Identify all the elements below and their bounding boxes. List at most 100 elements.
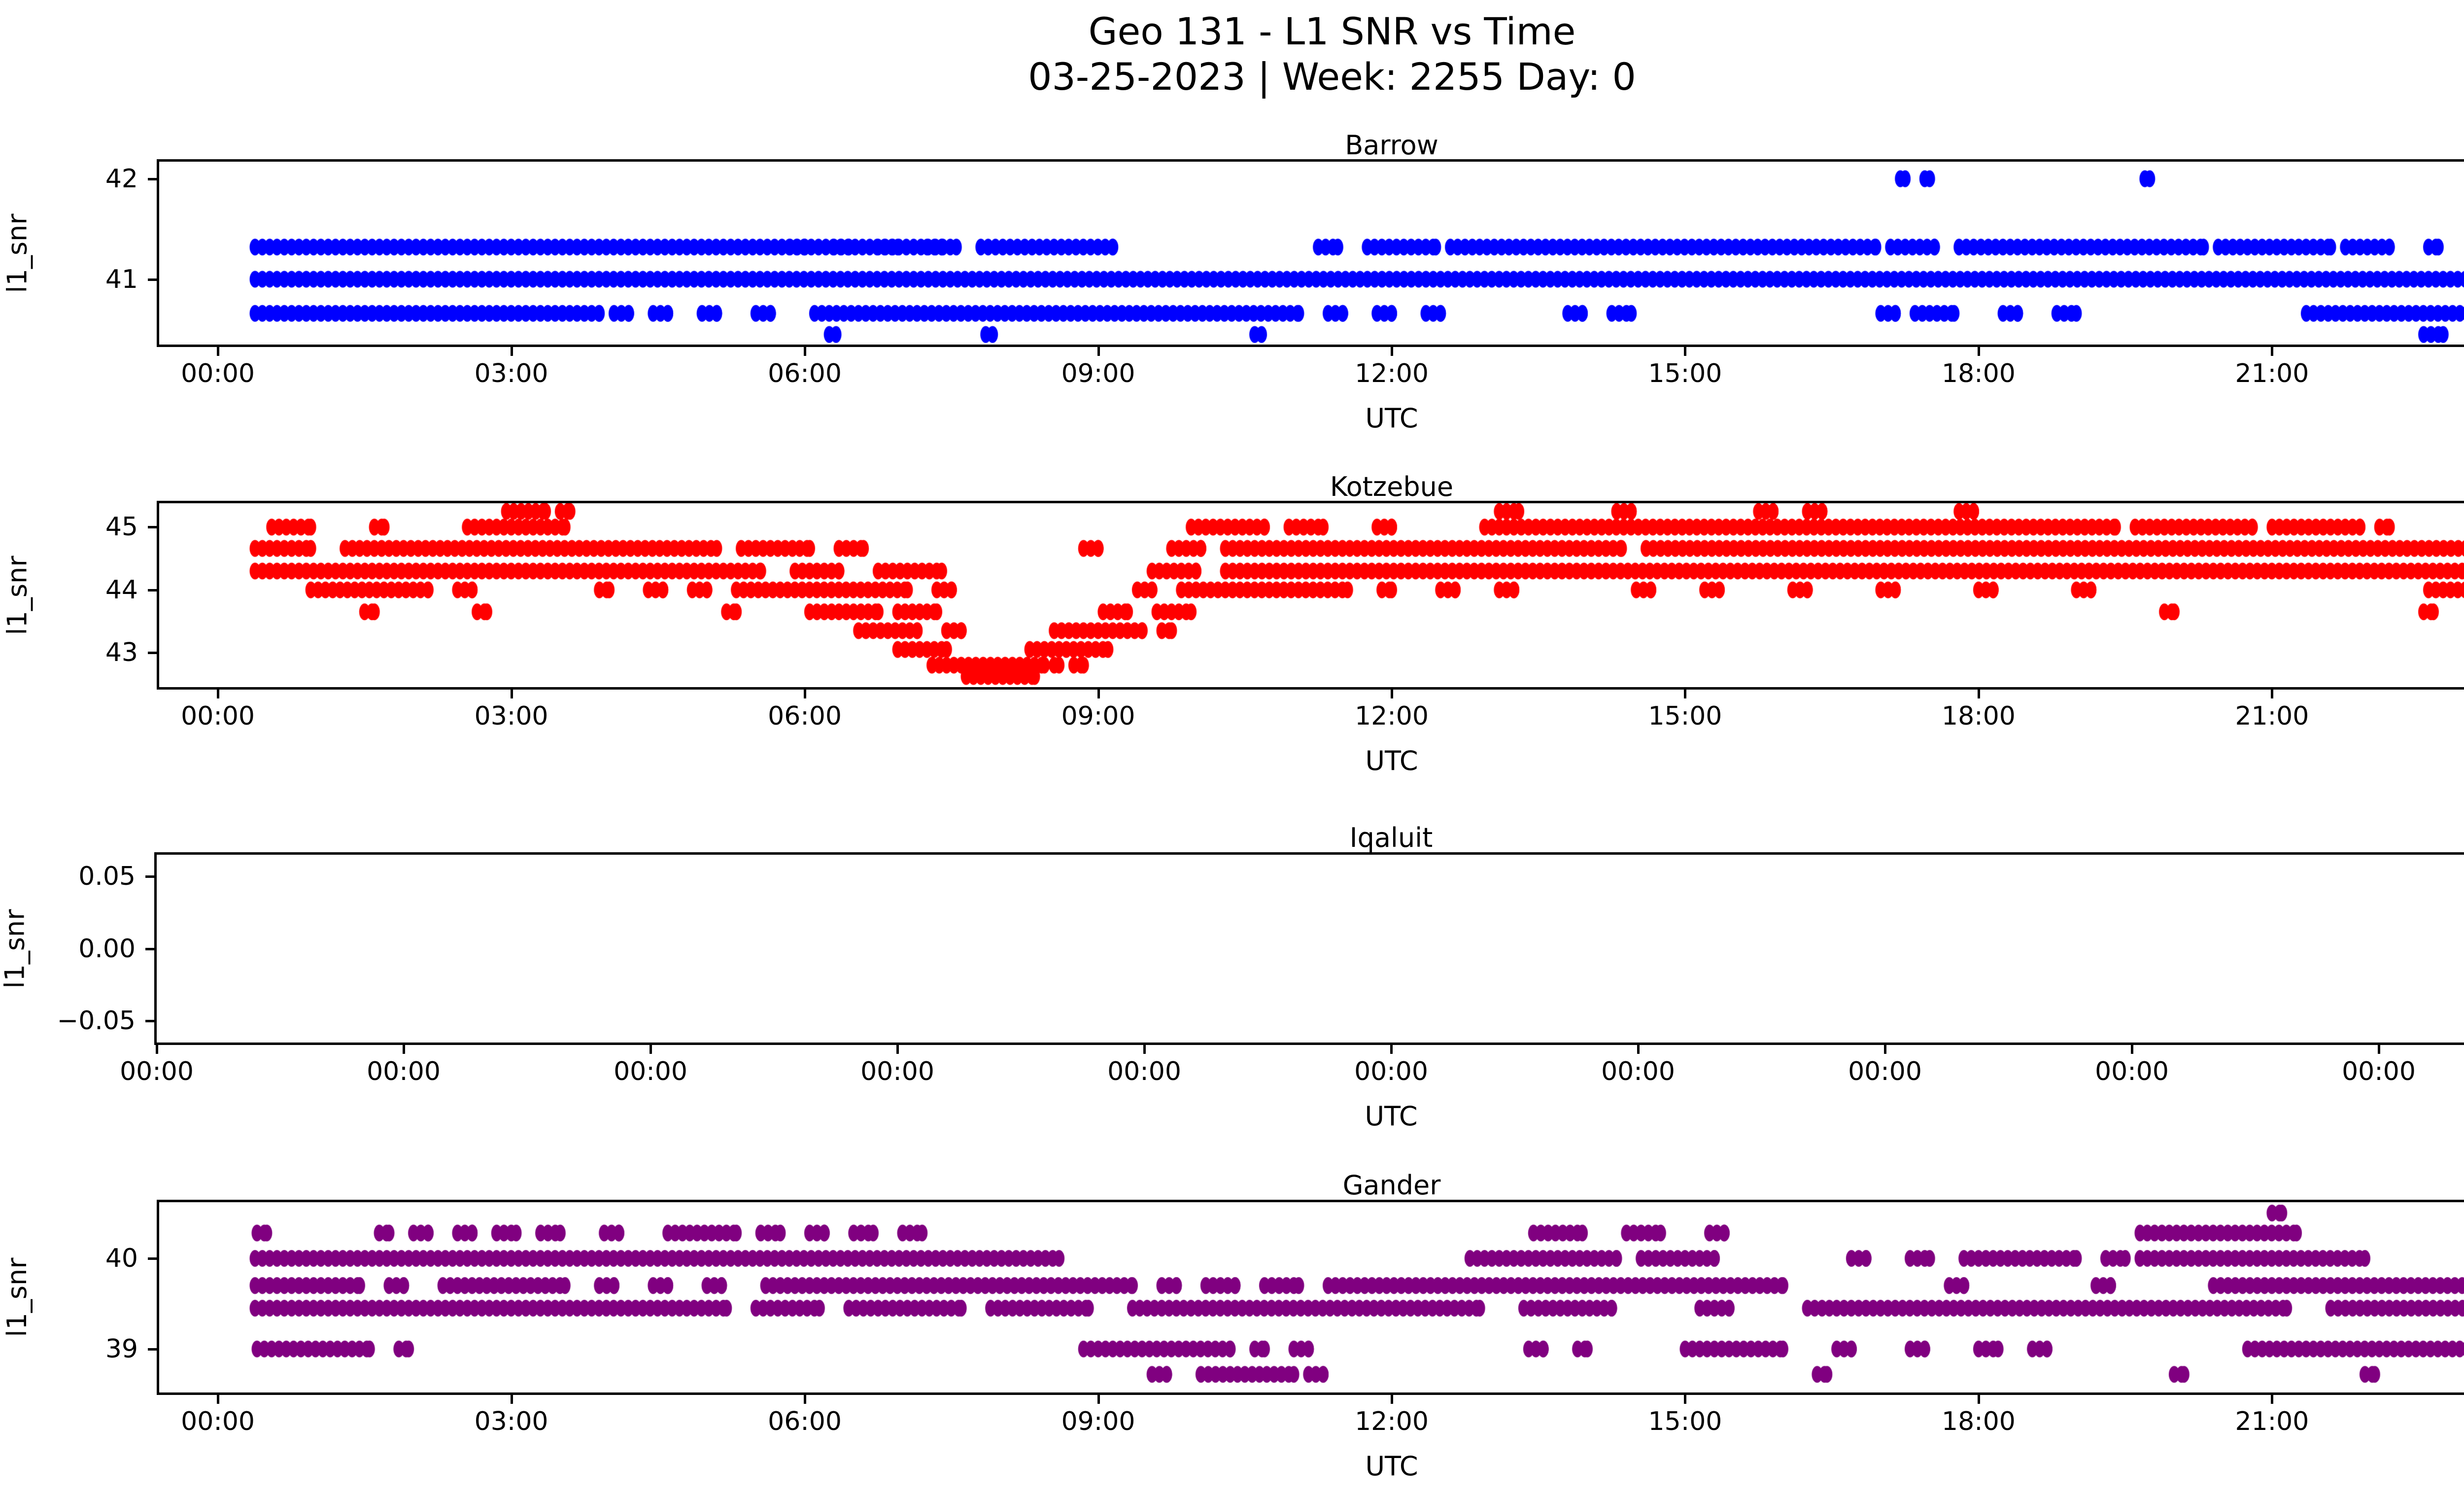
xtick-label-kotzebue-3: 09:00 [1061,701,1135,731]
xtick-label-barrow-7: 21:00 [2235,359,2309,388]
xtick-mark-gander-2 [804,1395,807,1404]
subplot-title-iqaluit: Iqaluit [1349,822,1433,853]
ytick-mark-iqaluit-0 [145,1020,154,1023]
ytick-label-kotzebue-1: 44 [105,575,138,605]
xtick-label-gander-2: 06:00 [768,1407,842,1436]
xtick-label-barrow-5: 15:00 [1648,359,1722,388]
xtick-label-barrow-4: 12:00 [1355,359,1429,388]
subplot-title-barrow: Barrow [1345,130,1438,161]
xtick-mark-iqaluit-1 [403,1045,405,1054]
xtick-mark-iqaluit-5 [1390,1045,1393,1054]
suptitle-line-2: 03-25-2023 | Week: 2255 Day: 0 [1028,55,1636,99]
xtick-mark-kotzebue-3 [1097,690,1100,698]
xtick-mark-kotzebue-6 [1977,690,1980,698]
xtick-label-iqaluit-5: 00:00 [1354,1057,1428,1086]
xtick-label-iqaluit-3: 00:00 [860,1057,934,1086]
ytick-label-gander-0: 39 [105,1334,138,1364]
axes-frame-kotzebue [157,501,2464,690]
xtick-mark-iqaluit-7 [1884,1045,1886,1054]
xtick-mark-barrow-0 [217,347,220,356]
xtick-mark-iqaluit-8 [2131,1045,2133,1054]
xtick-label-kotzebue-5: 15:00 [1648,701,1722,731]
ytick-label-kotzebue-0: 43 [105,637,138,667]
xtick-label-iqaluit-4: 00:00 [1107,1057,1181,1086]
xtick-mark-barrow-6 [1977,347,1980,356]
xtick-mark-kotzebue-0 [217,690,220,698]
xtick-mark-iqaluit-6 [1637,1045,1640,1054]
ylabel-barrow: l1_snr [1,213,33,293]
ytick-label-iqaluit-0: −0.05 [57,1006,136,1036]
xtick-label-iqaluit-1: 00:00 [367,1057,441,1086]
xtick-label-gander-1: 03:00 [474,1407,548,1436]
scatter-points-gander [159,1202,2464,1392]
xtick-label-barrow-1: 03:00 [474,359,548,388]
xtick-mark-barrow-4 [1391,347,1393,356]
xtick-label-kotzebue-6: 18:00 [1942,701,2016,731]
ytick-mark-kotzebue-1 [148,589,157,591]
ytick-mark-gander-0 [148,1348,157,1351]
xtick-label-barrow-6: 18:00 [1942,359,2016,388]
xtick-label-barrow-0: 00:00 [181,359,255,388]
axes-frame-gander [157,1200,2464,1395]
ytick-mark-barrow-0 [148,278,157,281]
ytick-mark-gander-1 [148,1257,157,1260]
ytick-label-barrow-1: 42 [105,164,138,194]
xtick-mark-gander-3 [1097,1395,1100,1404]
ytick-mark-kotzebue-2 [148,526,157,529]
xlabel-iqaluit: UTC [1365,1101,1418,1132]
xtick-mark-gander-5 [1684,1395,1687,1404]
subplot-title-gander: Gander [1342,1170,1441,1201]
xtick-mark-kotzebue-5 [1684,690,1687,698]
suptitle-line-1: Geo 131 - L1 SNR vs Time [1088,9,1576,53]
xtick-label-kotzebue-7: 21:00 [2235,701,2309,731]
figure-suptitle: Geo 131 - L1 SNR vs Time 03-25-2023 | Wee… [0,9,2464,100]
axes-frame-barrow [157,159,2464,347]
ytick-mark-barrow-1 [148,177,157,180]
xtick-mark-barrow-5 [1684,347,1687,356]
ytick-label-gander-1: 40 [105,1243,138,1273]
xtick-label-iqaluit-9: 00:00 [2342,1057,2416,1086]
subplot-title-kotzebue: Kotzebue [1330,471,1454,502]
xtick-mark-iqaluit-0 [156,1045,158,1054]
ytick-label-iqaluit-2: 0.05 [78,861,136,891]
xlabel-gander: UTC [1365,1451,1418,1482]
xtick-mark-iqaluit-2 [650,1045,652,1054]
xtick-mark-iqaluit-4 [1143,1045,1146,1054]
xtick-mark-iqaluit-3 [896,1045,899,1054]
xtick-label-kotzebue-1: 03:00 [474,701,548,731]
scatter-points-barrow [159,162,2464,345]
xtick-mark-barrow-3 [1097,347,1100,356]
xtick-label-gander-7: 21:00 [2235,1407,2309,1436]
xtick-label-iqaluit-8: 00:00 [2095,1057,2169,1086]
xtick-label-gander-3: 09:00 [1061,1407,1135,1436]
xlabel-kotzebue: UTC [1365,745,1418,776]
xtick-label-kotzebue-0: 00:00 [181,701,255,731]
xtick-label-gander-5: 15:00 [1648,1407,1722,1436]
xtick-mark-gander-6 [1977,1395,1980,1404]
xtick-label-gander-0: 00:00 [181,1407,255,1436]
xtick-label-iqaluit-0: 00:00 [120,1057,194,1086]
xtick-label-kotzebue-4: 12:00 [1355,701,1429,731]
xtick-mark-gander-0 [217,1395,220,1404]
ytick-label-barrow-0: 41 [105,264,138,294]
xtick-mark-kotzebue-2 [804,690,807,698]
ylabel-iqaluit: l1_snr [0,909,30,988]
xtick-mark-gander-7 [2271,1395,2274,1404]
xtick-mark-gander-1 [510,1395,513,1404]
ytick-mark-iqaluit-2 [145,875,154,878]
xtick-label-barrow-3: 09:00 [1061,359,1135,388]
ytick-label-iqaluit-1: 0.00 [78,934,136,964]
xtick-mark-barrow-1 [510,347,513,356]
xtick-label-barrow-2: 06:00 [768,359,842,388]
ytick-label-kotzebue-2: 45 [105,512,138,542]
scatter-points-kotzebue [159,503,2464,687]
ylabel-gander: l1_snr [1,1257,33,1337]
scatter-points-iqaluit [157,855,2464,1043]
xlabel-barrow: UTC [1365,403,1418,434]
xtick-mark-kotzebue-7 [2271,690,2274,698]
